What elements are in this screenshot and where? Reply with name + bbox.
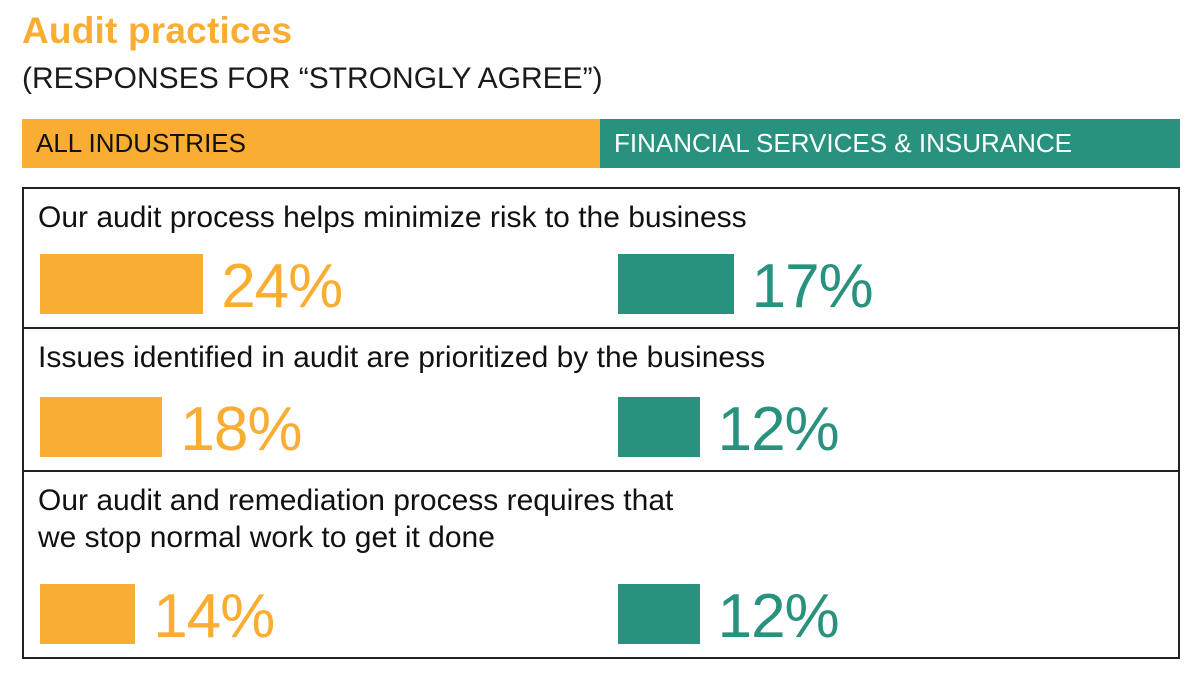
statement-panel: Our audit process helps minimize risk to… xyxy=(22,187,1180,329)
statement-label: Issues identified in audit are prioritiz… xyxy=(38,341,766,374)
value-label-all-industries: 18% xyxy=(180,395,302,464)
value-label-financial-services: 12% xyxy=(717,582,840,651)
bar-all-industries xyxy=(40,584,136,644)
value-label-all-industries: 14% xyxy=(153,582,275,651)
legend-all-industries-label: ALL INDUSTRIES xyxy=(36,128,246,158)
value-label-financial-services: 12% xyxy=(717,395,840,464)
bar-financial-services xyxy=(618,254,734,314)
value-label-all-industries: 24% xyxy=(221,252,343,321)
bar-financial-services xyxy=(618,397,700,457)
bar-all-industries xyxy=(40,254,204,314)
legend-financial-services: FINANCIAL SERVICES & INSURANCE xyxy=(600,119,1180,168)
statement-label: Our audit process helps minimize risk to… xyxy=(38,201,747,234)
chart-title: Audit practices xyxy=(22,10,293,51)
statement-panel: Our audit and remediation process requir… xyxy=(22,470,1180,659)
legend-financial-services-label: FINANCIAL SERVICES & INSURANCE xyxy=(614,128,1072,158)
chart-subtitle: (RESPONSES FOR “STRONGLY AGREE”) xyxy=(22,62,603,95)
statement-label: Our audit and remediation process requir… xyxy=(38,484,674,554)
value-label-financial-services: 17% xyxy=(751,252,874,321)
legend-all-industries: ALL INDUSTRIES xyxy=(22,119,600,168)
statement-panel: Issues identified in audit are prioritiz… xyxy=(22,327,1180,472)
bar-financial-services xyxy=(618,584,700,644)
bar-all-industries xyxy=(40,397,163,457)
